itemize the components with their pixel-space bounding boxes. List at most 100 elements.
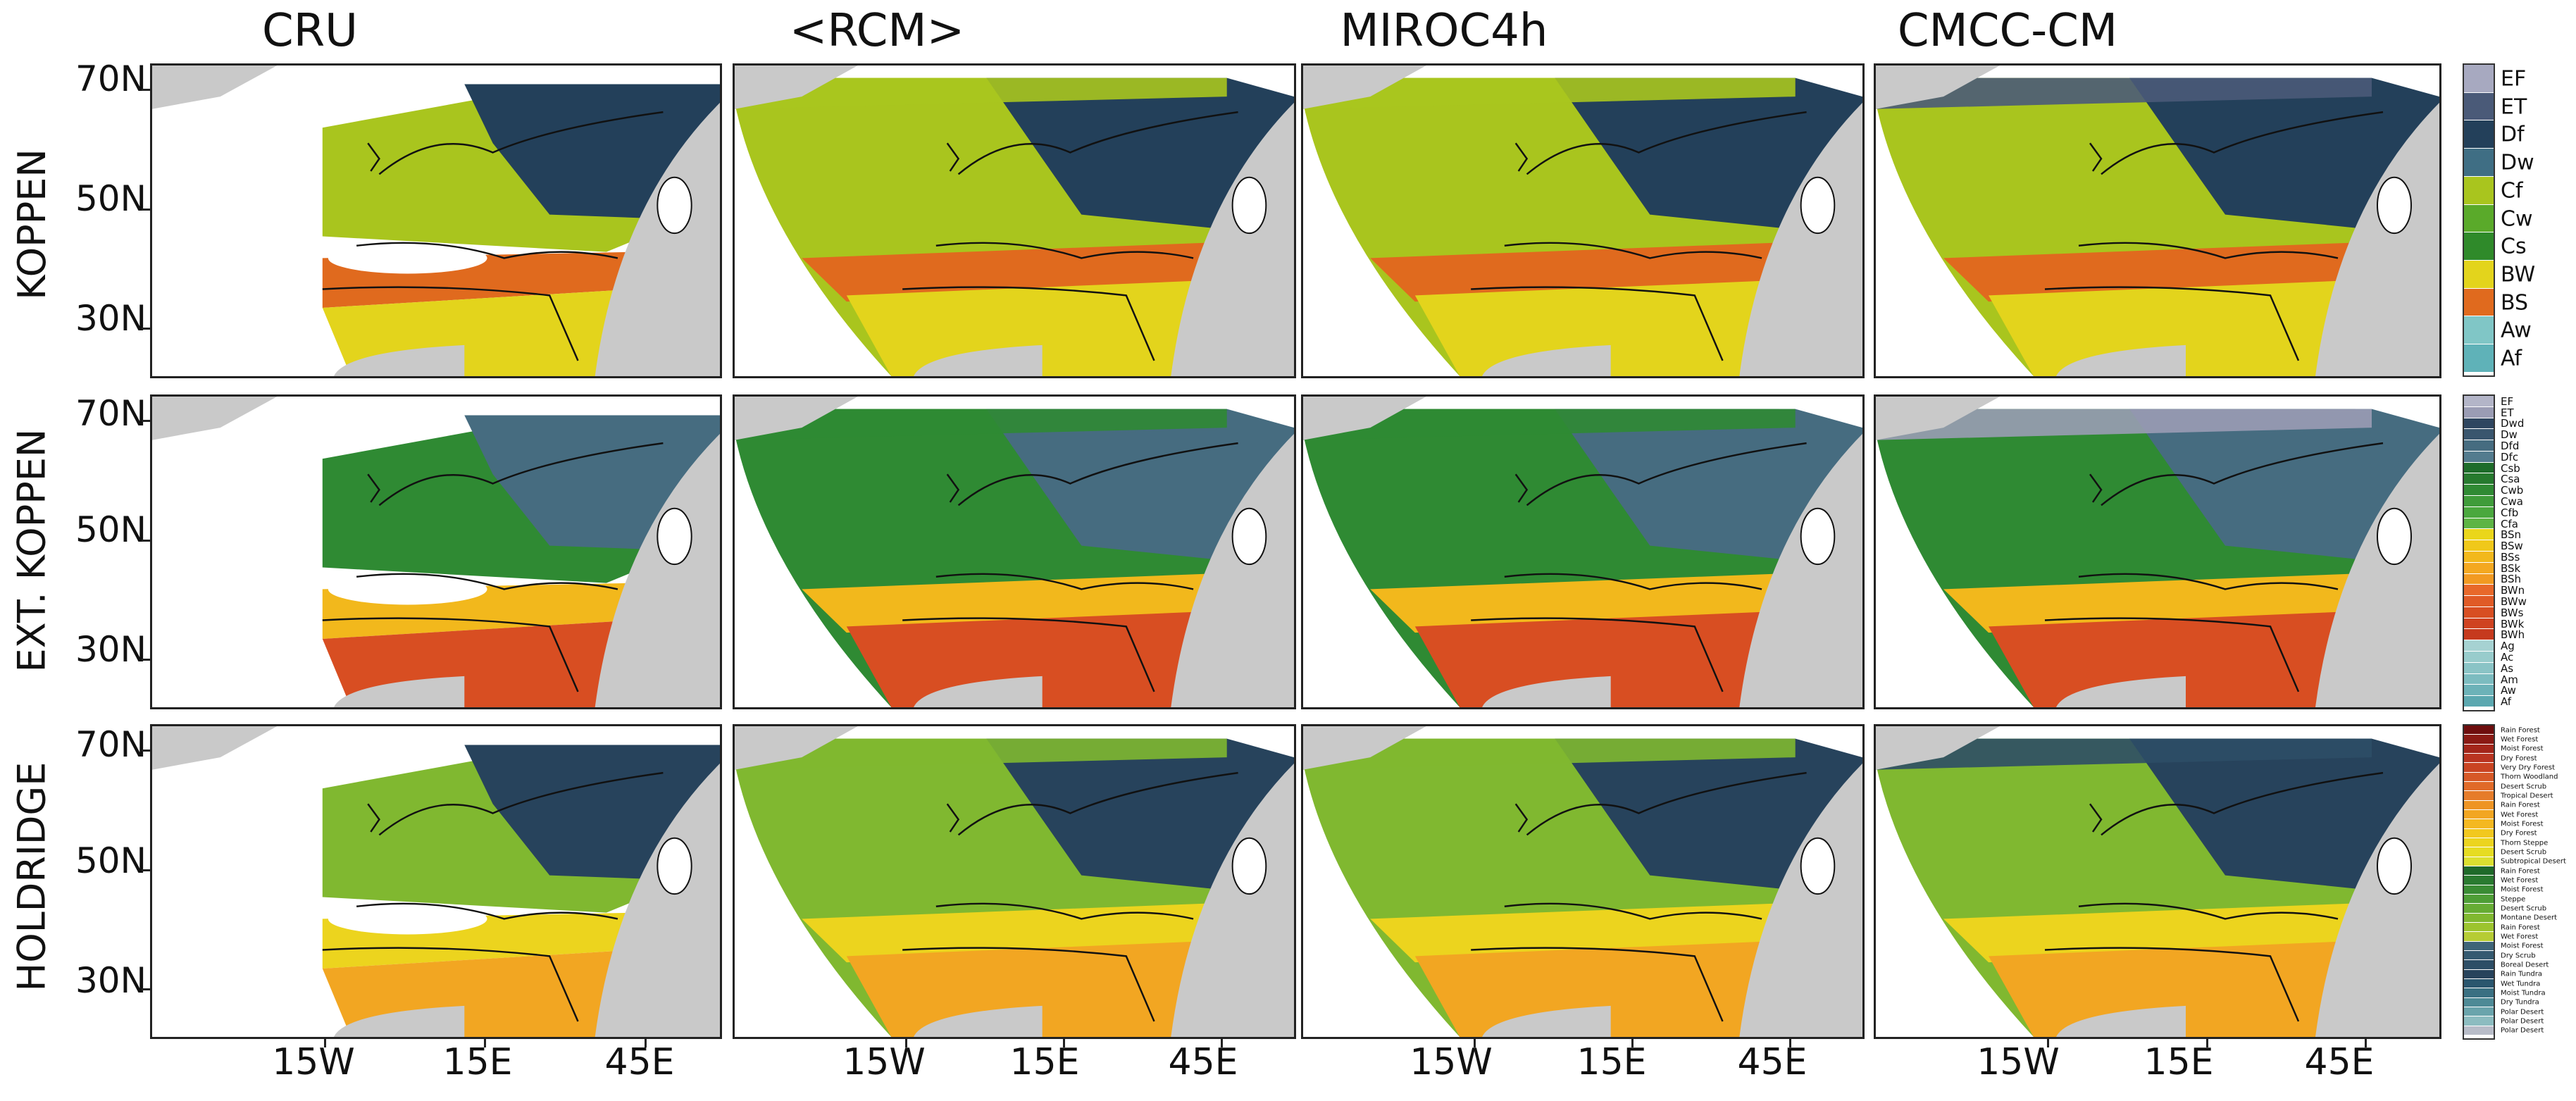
legend-swatch bbox=[2464, 573, 2494, 585]
lat-label-50n-row3: 50N bbox=[75, 840, 147, 881]
map-panel-ext-koppen-cmcc-cm bbox=[1874, 394, 2441, 709]
legend-swatch bbox=[2464, 753, 2494, 764]
legend-swatch bbox=[2464, 950, 2494, 961]
legend-label: Dfc bbox=[2501, 450, 2519, 464]
legend-label: Dry Forest bbox=[2501, 754, 2537, 763]
legend-koppen bbox=[2463, 63, 2495, 377]
legend-swatch bbox=[2464, 1026, 2494, 1035]
legend-label: Csa bbox=[2501, 473, 2520, 486]
legend-swatch bbox=[2464, 941, 2494, 951]
legend-swatch bbox=[2464, 640, 2494, 652]
legend-label: Am bbox=[2501, 673, 2518, 686]
legend-label: Cfb bbox=[2501, 506, 2519, 519]
map-panel-koppen-cru bbox=[150, 63, 722, 378]
legend-swatch bbox=[2464, 673, 2494, 685]
legend-swatch bbox=[2464, 685, 2494, 697]
legend-label: Aw bbox=[2501, 318, 2532, 343]
legend-swatch bbox=[2464, 932, 2494, 942]
legend-label: Af bbox=[2501, 346, 2522, 371]
lat-tick bbox=[142, 539, 150, 542]
legend-label: Desert Scrub bbox=[2501, 783, 2547, 791]
legend-swatch bbox=[2464, 913, 2494, 923]
legend-swatch bbox=[2464, 744, 2494, 754]
lat-tick bbox=[142, 988, 150, 991]
legend-label: Subtropical Desert bbox=[2501, 857, 2566, 866]
legend-swatch bbox=[2464, 485, 2494, 497]
row-title-koppen: KOPPEN bbox=[9, 149, 54, 300]
legend-swatch bbox=[2464, 969, 2494, 979]
legend-label: ET bbox=[2501, 94, 2527, 120]
legend-swatch bbox=[2464, 847, 2494, 857]
column-title-cru: CRU bbox=[262, 5, 358, 57]
lat-tick bbox=[142, 208, 150, 211]
legend-swatch bbox=[2464, 607, 2494, 618]
legend-label: Desert Scrub bbox=[2501, 848, 2547, 857]
legend-swatch bbox=[2464, 1007, 2494, 1017]
legend-label: Polar Desert bbox=[2501, 1026, 2544, 1035]
legend-label: Rain Tundra bbox=[2501, 970, 2543, 978]
legend-swatch bbox=[2464, 204, 2494, 233]
lat-tick bbox=[142, 419, 150, 422]
legend-swatch bbox=[2464, 261, 2494, 289]
legend-swatch bbox=[2464, 120, 2494, 149]
lat-label-30n-row3: 30N bbox=[75, 960, 147, 1001]
legend-label: Dry Forest bbox=[2501, 829, 2537, 838]
lon-tick bbox=[2205, 1039, 2208, 1047]
map-panel-holdridge-rcm bbox=[733, 724, 1296, 1039]
legend-swatch bbox=[2464, 997, 2494, 1007]
legend-label: BSs bbox=[2501, 550, 2520, 564]
legend-swatch bbox=[2464, 506, 2494, 518]
lat-tick bbox=[142, 749, 150, 752]
lon-label-15e-col1: 15E bbox=[442, 1041, 513, 1083]
legend-swatch bbox=[2464, 562, 2494, 574]
legend-swatch bbox=[2464, 149, 2494, 177]
legend-swatch bbox=[2464, 551, 2494, 563]
legend-swatch bbox=[2464, 440, 2494, 452]
legend-swatch bbox=[2464, 316, 2494, 345]
legend-label: Montane Desert bbox=[2501, 914, 2558, 922]
legend-label: Rain Forest bbox=[2501, 867, 2540, 876]
legend-label: EF bbox=[2501, 66, 2527, 92]
legend-swatch bbox=[2464, 176, 2494, 205]
legend-swatch bbox=[2464, 65, 2494, 93]
lon-tick bbox=[484, 1039, 487, 1047]
legend-swatch bbox=[2464, 496, 2494, 507]
column-title-miroc4h: MIROC4h bbox=[1340, 5, 1548, 57]
lon-label-15e-col4: 15E bbox=[2143, 1041, 2214, 1083]
lon-tick bbox=[1474, 1039, 1476, 1047]
lon-tick bbox=[905, 1039, 907, 1047]
legend-swatch bbox=[2464, 629, 2494, 641]
legend-label: Wet Tundra bbox=[2501, 980, 2541, 988]
legend-label: Cw bbox=[2501, 206, 2533, 231]
legend-swatch bbox=[2464, 763, 2494, 773]
column-title-cmcc-cm: CMCC-CM bbox=[1897, 5, 2118, 57]
legend-swatch bbox=[2464, 988, 2494, 998]
legend-swatch bbox=[2464, 585, 2494, 597]
row-title-ext-koppen: EXT. KOPPEN bbox=[9, 428, 54, 673]
legend-label: Wet Forest bbox=[2501, 735, 2539, 744]
legend-swatch bbox=[2464, 518, 2494, 530]
legend-swatch bbox=[2464, 978, 2494, 989]
legend-label: Cwb bbox=[2501, 484, 2524, 497]
legend-label: Steppe bbox=[2501, 895, 2526, 904]
map-panel-holdridge-cru bbox=[150, 724, 722, 1039]
legend-label: BWw bbox=[2501, 595, 2527, 609]
row-title-holdridge: HOLDRIDGE bbox=[9, 761, 54, 992]
legend-label: Ag bbox=[2501, 640, 2515, 653]
legend-label: Dfd bbox=[2501, 440, 2520, 453]
legend-swatch bbox=[2464, 618, 2494, 630]
lat-label-50n-row1: 50N bbox=[75, 178, 147, 219]
legend-label: Moist Forest bbox=[2501, 820, 2544, 828]
legend-label: Moist Tundra bbox=[2501, 989, 2546, 997]
legend-swatch bbox=[2464, 462, 2494, 474]
legend-label: Rain Forest bbox=[2501, 801, 2540, 809]
legend-swatch bbox=[2464, 809, 2494, 820]
map-panel-ext-koppen-miroc4h bbox=[1301, 394, 1865, 709]
legend-label: Ac bbox=[2501, 650, 2514, 664]
lon-label-45e-col3: 45E bbox=[1737, 1041, 1807, 1083]
legend-swatch bbox=[2464, 866, 2494, 876]
legend-label: Cfa bbox=[2501, 517, 2518, 530]
legend-label: Moist Forest bbox=[2501, 885, 2544, 894]
legend-swatch bbox=[2464, 726, 2494, 735]
legend-swatch bbox=[2464, 800, 2494, 810]
